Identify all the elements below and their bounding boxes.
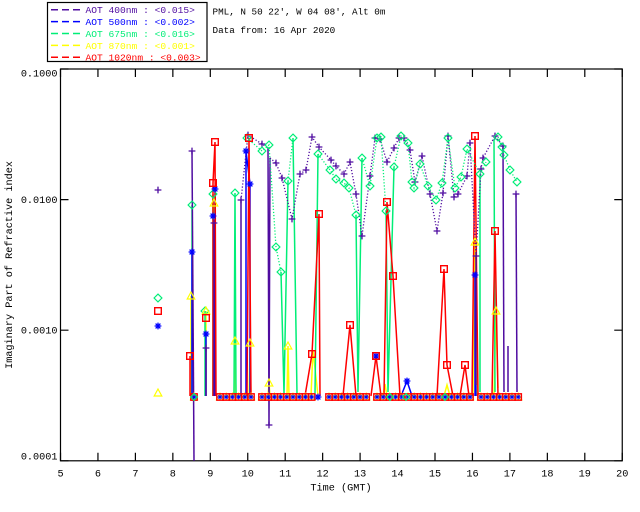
svg-text:7: 7 — [132, 470, 138, 481]
svg-text:15: 15 — [429, 470, 441, 481]
svg-text:18: 18 — [541, 470, 553, 481]
svg-text:20: 20 — [616, 470, 628, 481]
svg-text:AOT 675nm : <0.016>: AOT 675nm : <0.016> — [86, 29, 196, 40]
svg-text:0.0001: 0.0001 — [21, 452, 58, 463]
svg-text:19: 19 — [579, 470, 591, 481]
svg-text:PML, N 50 22', W 04 08', Alt 0: PML, N 50 22', W 04 08', Alt 0m — [213, 7, 386, 18]
svg-text:Imaginary Part of Refractive i: Imaginary Part of Refractive index — [4, 161, 16, 369]
svg-text:16: 16 — [466, 470, 478, 481]
svg-text:0.1000: 0.1000 — [21, 69, 58, 80]
svg-text:AOT 1020nm : <0.003>: AOT 1020nm : <0.003> — [86, 53, 201, 64]
svg-text:8: 8 — [170, 470, 176, 481]
svg-text:13: 13 — [354, 470, 366, 481]
svg-text:11: 11 — [279, 470, 291, 481]
svg-text:5: 5 — [57, 470, 63, 481]
svg-text:AOT 870nm : <0.001>: AOT 870nm : <0.001> — [86, 41, 196, 52]
svg-text:0.0010: 0.0010 — [21, 327, 58, 338]
svg-text:12: 12 — [317, 470, 329, 481]
svg-text:9: 9 — [207, 470, 213, 481]
svg-text:17: 17 — [504, 470, 516, 481]
svg-text:6: 6 — [95, 470, 101, 481]
svg-text:AOT 400nm : <0.015>: AOT 400nm : <0.015> — [86, 5, 196, 16]
svg-text:Data from: 16 Apr 2020: Data from: 16 Apr 2020 — [213, 25, 336, 36]
svg-text:14: 14 — [391, 470, 403, 481]
svg-text:10: 10 — [242, 470, 254, 481]
svg-text:AOT 500nm : <0.002>: AOT 500nm : <0.002> — [86, 17, 196, 28]
svg-text:0.0100: 0.0100 — [21, 196, 58, 207]
svg-text:Time (GMT): Time (GMT) — [310, 483, 371, 495]
